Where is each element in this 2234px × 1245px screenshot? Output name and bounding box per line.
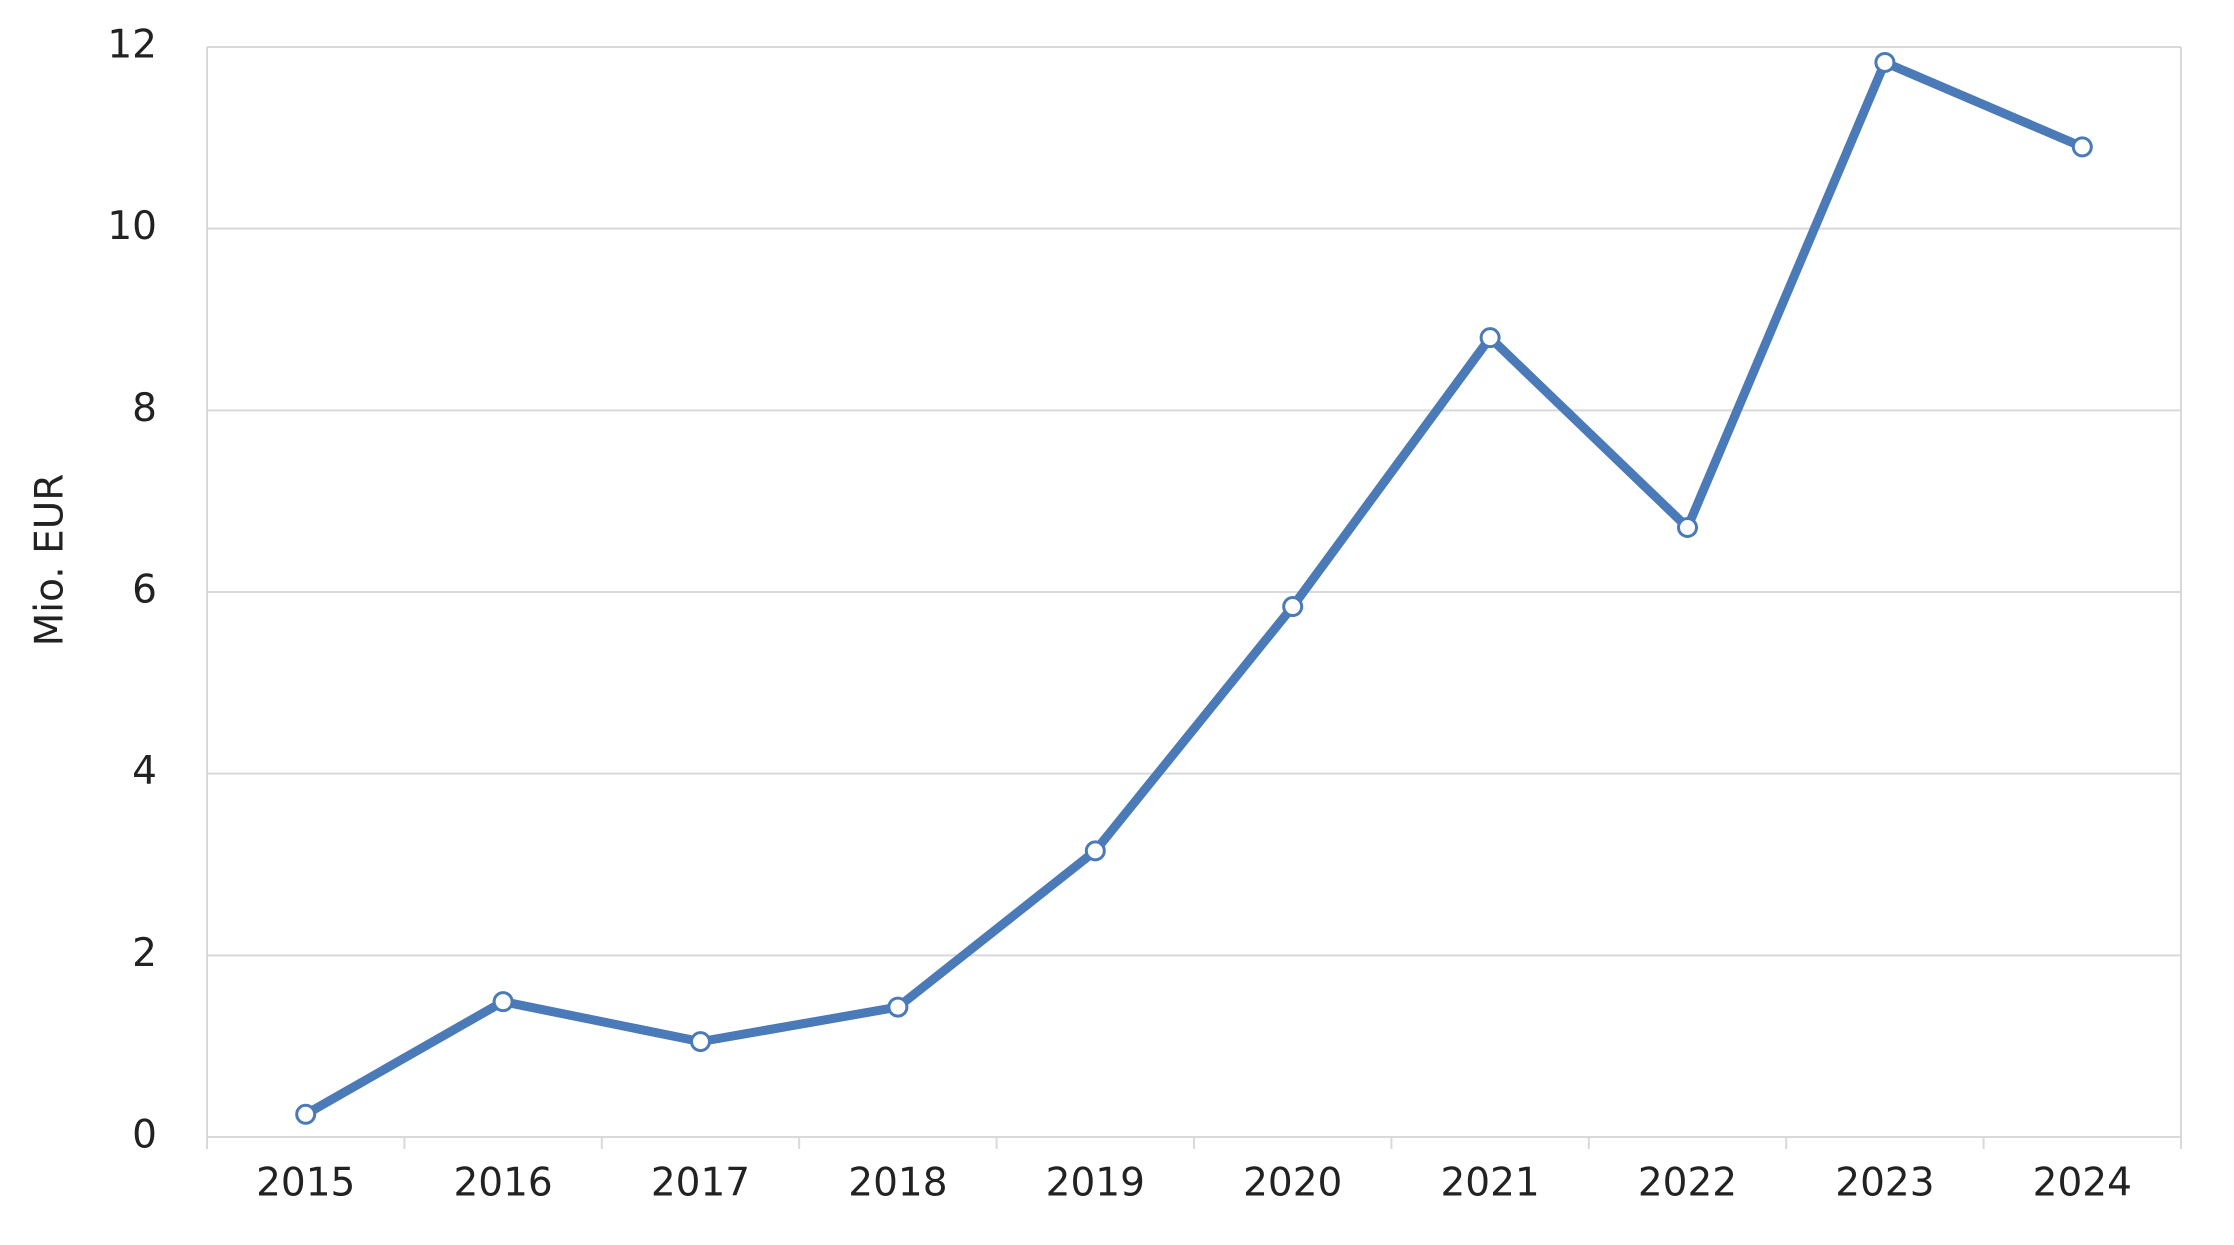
x-tick-label: 2024: [2033, 1161, 2132, 1206]
x-tick-label: 2017: [651, 1161, 750, 1206]
x-tick-label: 2023: [1835, 1161, 1934, 1206]
marker: [887, 996, 909, 1018]
marker: [1282, 596, 1304, 618]
x-tick-label: 2022: [1638, 1161, 1737, 1206]
marker: [295, 1103, 317, 1125]
x-tick-label: 2021: [1440, 1161, 1539, 1206]
y-tick-label: 4: [132, 749, 157, 794]
marker: [1479, 327, 1501, 349]
marker: [1084, 840, 1106, 862]
x-tick-label: 2019: [1046, 1161, 1145, 1206]
y-tick-label: 8: [132, 386, 157, 431]
marker: [492, 991, 514, 1013]
y-tick-label: 10: [107, 204, 157, 249]
marker: [2071, 136, 2093, 158]
y-tick-label: 6: [132, 568, 157, 613]
x-tick-label: 2020: [1243, 1161, 1342, 1206]
x-tick-label: 2016: [453, 1161, 552, 1206]
y-tick-label: 0: [132, 1113, 157, 1158]
x-tick-label: 2015: [256, 1161, 355, 1206]
y-axis-label: Mio. EUR: [28, 474, 73, 647]
y-tick-label: 12: [107, 23, 157, 68]
marker: [690, 1031, 711, 1053]
line: [303, 57, 2085, 1119]
y-tick-label: 2: [132, 931, 157, 976]
marker: [1677, 517, 1698, 539]
x-tick-label: 2018: [848, 1161, 947, 1206]
marker: [1874, 51, 1896, 73]
